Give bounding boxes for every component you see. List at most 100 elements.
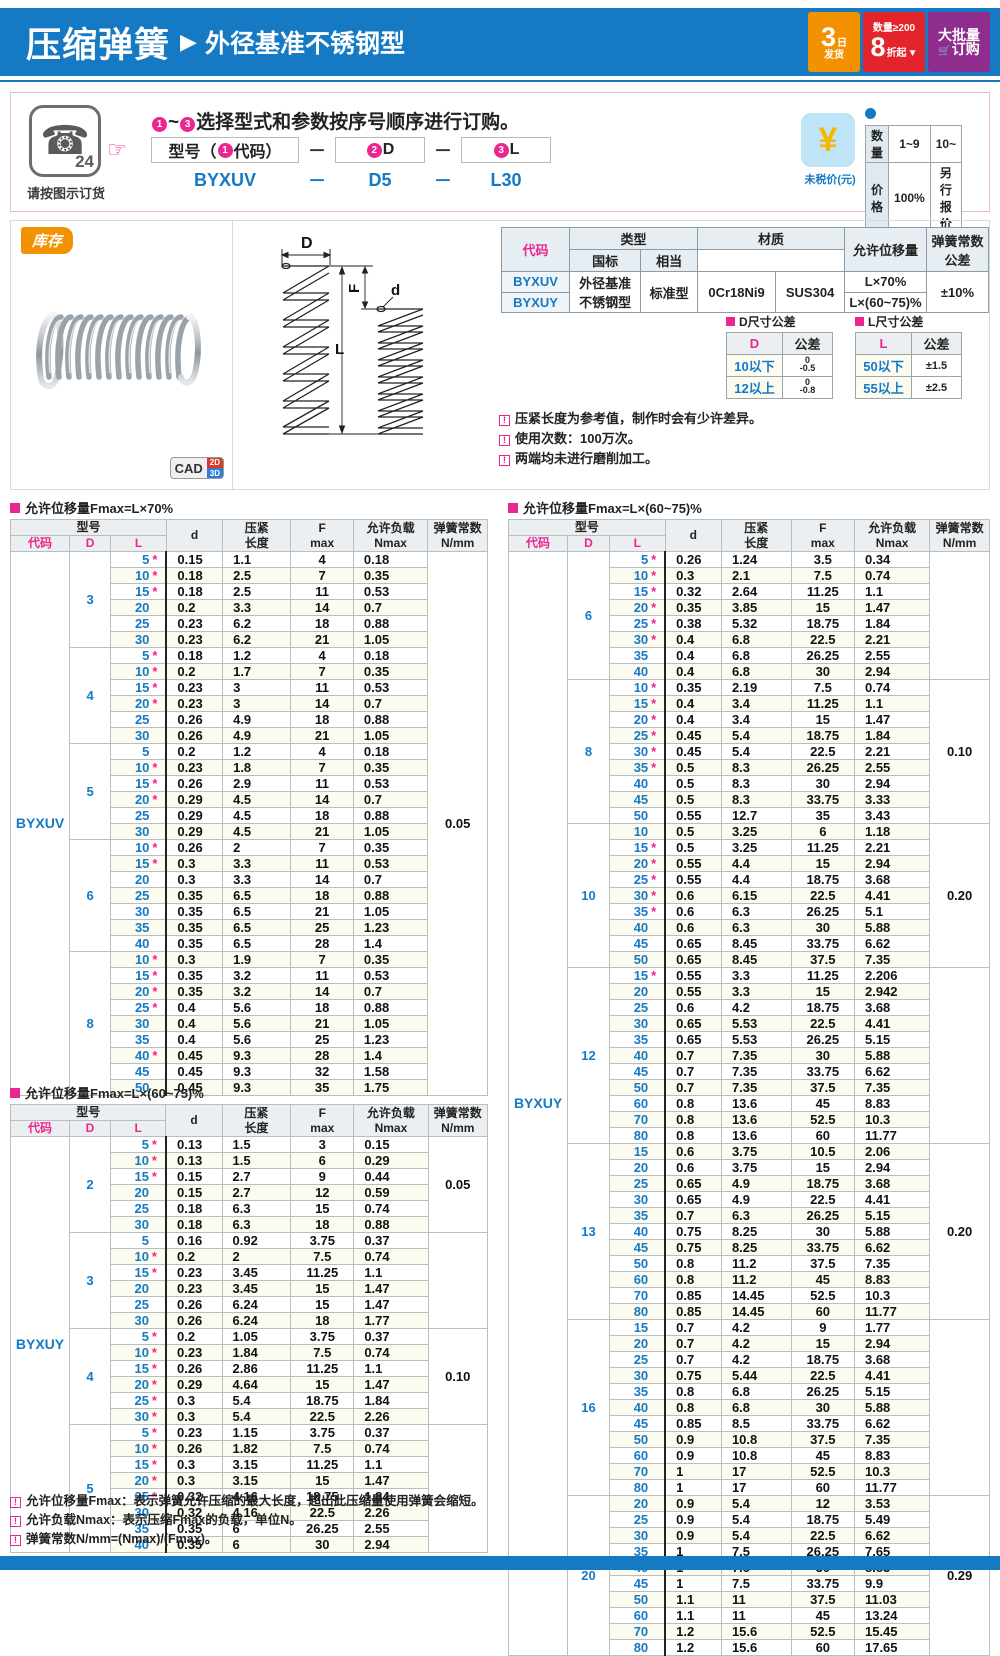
d-tol-header-tol: 公差 xyxy=(782,332,833,355)
footer-note-1: ! 允许位移量Fmax：表示弹簧允许压缩的最大长度，超出此压缩量使用弹簧会缩短。 xyxy=(10,1492,484,1511)
dt-cell-d: 0.32 xyxy=(664,583,722,600)
dt-cell-press-len: 6.15 xyxy=(720,887,792,904)
spec-header-code: 代码 xyxy=(501,227,570,272)
dt-cell-code: BYXUY xyxy=(9,1136,71,1553)
dt-cell-fmax: 18 xyxy=(290,999,354,1016)
dt-cell-nmax: 7.35 xyxy=(853,1255,931,1272)
dt-cell-L: 25 xyxy=(608,1511,666,1528)
dt-cell-press-len: 1.24 xyxy=(720,551,792,568)
dt-cell-fmax: 45 xyxy=(790,1095,855,1112)
dt-cell-fmax: 33.75 xyxy=(790,1063,855,1080)
dt-cell-L: 25 xyxy=(109,1296,167,1313)
dt-cell-k xyxy=(427,1424,488,1553)
dt-cell-nmax: 0.35 xyxy=(352,663,429,680)
dt-cell-d: 0.4 xyxy=(165,999,224,1016)
dt-cell-L: 15 * xyxy=(608,839,666,856)
dt-cell-press-len: 2.7 xyxy=(221,1184,292,1201)
dt-cell-nmax: 2.206 xyxy=(853,967,931,984)
dt-cell-d: 0.65 xyxy=(664,951,722,968)
dt-cell-d: 0.26 xyxy=(165,711,224,728)
dt-cell-nmax: 11.03 xyxy=(853,1591,931,1608)
dt-cell-L: 30 * xyxy=(608,631,666,648)
dt-cell-press-len: 15.6 xyxy=(720,1639,792,1656)
dt-cell-d: 0.3 xyxy=(664,567,722,584)
dt-cell-d: 0.32 xyxy=(164,1488,223,1505)
dt-cell-press-len: 1.7 xyxy=(222,663,292,680)
dt-cell-press-len: 2.5 xyxy=(222,567,292,584)
dt-cell-fmax: 15 xyxy=(290,1296,355,1313)
dt-cell-fmax: 15 xyxy=(790,1159,855,1176)
dt-cell-code: BYXUY xyxy=(507,551,569,1656)
dt-cell-fmax: 15 xyxy=(790,855,855,872)
badge-3day-shipping: 3 日 发货 xyxy=(808,12,860,72)
table-row: 45 0.7 7.35 33.75 6.62 xyxy=(509,1063,990,1080)
dt-cell-press-len: 17 xyxy=(720,1479,792,1496)
dt-cell-d: 0.7 xyxy=(664,1335,722,1352)
dt-cell-fmax: 21 xyxy=(290,1015,354,1032)
dt-cell-d: 0.45 xyxy=(165,1047,224,1064)
dt-cell-nmax: 7.35 xyxy=(853,951,931,968)
dt-cell-press-len: 9.3 xyxy=(222,1047,292,1064)
dt-cell-nmax: 0.74 xyxy=(353,1440,429,1457)
dt-cell-d: 0.23 xyxy=(165,615,224,632)
footer-note-bullet-2: ! xyxy=(10,1515,21,1527)
dt-cell-fmax: 21 xyxy=(290,631,354,648)
cad-download-tag[interactable]: CAD 2D 3D xyxy=(169,457,224,479)
table-row: 35 0.8 6.8 26.25 5.15 xyxy=(509,1383,990,1400)
dt-header-k: 弹簧常数 N/mm xyxy=(427,519,488,552)
cart-icon: 🛒 xyxy=(938,45,951,57)
price-table: 数量 1~9 10~ 价格 100% 另行报价 xyxy=(864,125,963,234)
dt-cell-fmax: 11.25 xyxy=(790,839,855,856)
table-row: 15 * 0.15 2.7 9 0.44 xyxy=(11,1168,488,1185)
dt-cell-d: 0.4 xyxy=(664,711,722,728)
table2-title-text: 允许位移量Fmax=L×(60~75)% xyxy=(25,1086,204,1101)
table-row: 8 10 * 0.3 1.9 7 0.35 xyxy=(11,951,488,1096)
dt-cell-L: 40 xyxy=(608,1047,666,1064)
l-tolerance-title: L尺寸公差 xyxy=(855,313,962,330)
dt-cell-d: 0.9 xyxy=(664,1495,722,1512)
dt-cell-L: 20 xyxy=(608,1159,666,1176)
square-bullet-icon-t1 xyxy=(10,503,20,513)
table-row: 35 0.4 5.6 25 1.23 xyxy=(11,1031,488,1048)
price-table-qty-row: 数量 1~9 10~ xyxy=(864,125,963,163)
dt-cell-fmax: 22.5 xyxy=(290,1504,355,1521)
dt-cell-d: 0.26 xyxy=(164,1360,223,1377)
page-header: 压缩弹簧 ▶ 外径基准不锈钢型 3 日 发货 数量≥200 8 折起 ▼ 大批量 xyxy=(0,8,1000,76)
dt-cell-L: 25 * xyxy=(608,615,666,632)
dt-cell-d: 0.55 xyxy=(664,807,722,824)
dt-cell-L: 20 * xyxy=(608,855,666,872)
dt-cell-fmax: 7 xyxy=(290,567,354,584)
spec-note-3: ! 两端均未进行磨削加工。 xyxy=(499,449,762,469)
dt-cell-nmax: 8.83 xyxy=(853,1447,931,1464)
dt-cell-nmax: 1.05 xyxy=(352,1015,429,1032)
spec-code-byxuy: BYXUY xyxy=(501,291,570,313)
dt-cell-d: 0.18 xyxy=(165,583,224,600)
dt-cell-d: 0.29 xyxy=(165,791,224,808)
d-tol-value-2: 0 -0.8 xyxy=(782,376,833,399)
dt-cell-L: 30 * xyxy=(608,743,666,760)
dt-cell-fmax: 22.5 xyxy=(790,743,855,760)
dt-cell-nmax: 6.62 xyxy=(853,1063,931,1080)
dt-cell-press-len: 1.8 xyxy=(222,759,292,776)
dt-cell-press-len: 4.2 xyxy=(720,1335,792,1352)
dt-cell-L: 40 xyxy=(608,919,666,936)
catalog-page: 压缩弹簧 ▶ 外径基准不锈钢型 3 日 发货 数量≥200 8 折起 ▼ 大批量 xyxy=(0,8,1000,1656)
dt-cell-press-len: 4.4 xyxy=(720,855,792,872)
dt-cell-d: 0.35 xyxy=(165,887,224,904)
dt-cell-fmax: 25 xyxy=(290,919,354,936)
table-row: 30 0.26 4.9 21 1.05 xyxy=(11,727,488,744)
dt-cell-L: 80 xyxy=(608,1479,666,1496)
order-field-model[interactable]: 型号（ 1 代码） xyxy=(151,137,299,163)
dt-cell-L: 10 * xyxy=(110,567,167,584)
dt-cell-L: 40 xyxy=(608,775,666,792)
dt-cell-L: 10 * xyxy=(110,759,167,776)
dt-cell-L: 30 xyxy=(608,1015,666,1032)
price-table-price-row: 价格 100% 另行报价 xyxy=(864,162,963,234)
dt-cell-L: 70 xyxy=(608,1623,666,1640)
dt-cell-d: 0.29 xyxy=(164,1376,223,1393)
spec-header-material: 材质 xyxy=(696,227,846,250)
